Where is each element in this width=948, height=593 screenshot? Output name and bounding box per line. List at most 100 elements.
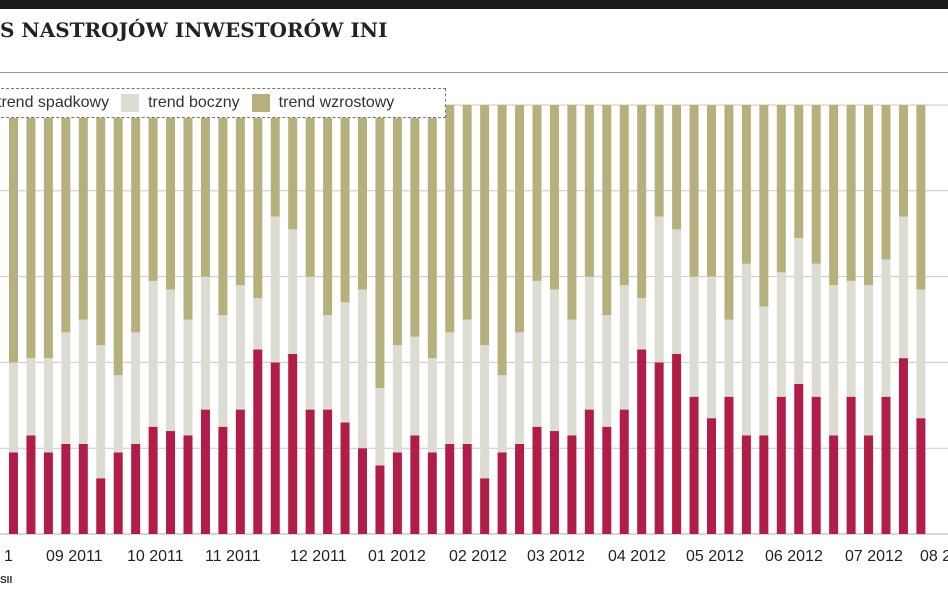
bar-boczny-31 bbox=[549, 289, 559, 432]
bar-boczny-26 bbox=[462, 319, 472, 444]
bar-boczny-20 bbox=[358, 289, 367, 449]
bar-spadkowy-48 bbox=[846, 396, 856, 534]
bar-spadkowy-37 bbox=[654, 362, 664, 534]
x-tick-label: 12 2011 bbox=[290, 548, 347, 565]
bar-wzrostowy-10 bbox=[183, 105, 193, 320]
bar-spadkowy-4 bbox=[78, 443, 88, 534]
bar-boczny-32 bbox=[567, 319, 577, 436]
bar-boczny-7 bbox=[131, 332, 141, 444]
source-note: SII bbox=[0, 575, 13, 586]
bar-spadkowy-9 bbox=[166, 431, 176, 534]
bar-wzrostowy-45 bbox=[794, 105, 804, 238]
bar-wzrostowy-8 bbox=[148, 105, 158, 281]
bar-spadkowy-7 bbox=[131, 443, 141, 534]
legend-label: trend boczny bbox=[148, 94, 240, 111]
bar-wzrostowy-41 bbox=[724, 105, 734, 320]
bar-spadkowy-50 bbox=[881, 396, 891, 534]
bar-boczny-22 bbox=[392, 345, 402, 453]
legend-item: trend wzrostowy bbox=[240, 94, 395, 112]
bar-spadkowy-8 bbox=[148, 426, 158, 534]
bar-wzrostowy-18 bbox=[323, 105, 333, 316]
bar-boczny-18 bbox=[323, 315, 333, 410]
bar-boczny-25 bbox=[445, 332, 455, 444]
bar-spadkowy-21 bbox=[375, 465, 385, 534]
chart-title: S NASTROJÓW INWESTORÓW INI bbox=[0, 18, 388, 42]
bar-wzrostowy-26 bbox=[462, 105, 472, 320]
bar-boczny-45 bbox=[794, 237, 804, 384]
bar-wzrostowy-16 bbox=[288, 105, 298, 230]
bar-spadkowy-5 bbox=[96, 478, 106, 534]
bar-boczny-42 bbox=[741, 263, 751, 436]
bar-boczny-51 bbox=[898, 216, 908, 359]
bar-spadkowy-39 bbox=[689, 396, 699, 534]
bar-wzrostowy-2 bbox=[43, 105, 53, 359]
bar-boczny-23 bbox=[410, 336, 420, 436]
bar-boczny-39 bbox=[689, 276, 699, 397]
bar-wzrostowy-36 bbox=[637, 105, 647, 299]
bar-boczny-12 bbox=[218, 315, 228, 427]
bar-boczny-0 bbox=[9, 362, 18, 453]
bar-spadkowy-6 bbox=[113, 452, 123, 534]
bar-spadkowy-20 bbox=[358, 448, 367, 534]
bar-wzrostowy-43 bbox=[759, 105, 769, 307]
bar-wzrostowy-15 bbox=[270, 105, 280, 217]
bar-wzrostowy-37 bbox=[654, 105, 664, 217]
bar-wzrostowy-51 bbox=[898, 105, 908, 217]
bar-boczny-15 bbox=[270, 216, 280, 363]
bar-spadkowy-13 bbox=[235, 409, 245, 534]
bar-wzrostowy-12 bbox=[218, 105, 228, 316]
bar-spadkowy-11 bbox=[200, 409, 210, 534]
bar-boczny-29 bbox=[515, 332, 525, 444]
bar-spadkowy-10 bbox=[183, 435, 193, 534]
bar-spadkowy-18 bbox=[323, 409, 333, 534]
bar-wzrostowy-0 bbox=[9, 105, 18, 363]
bar-wzrostowy-47 bbox=[829, 105, 839, 286]
bar-wzrostowy-21 bbox=[375, 105, 385, 389]
bar-spadkowy-51 bbox=[898, 358, 908, 534]
bar-wzrostowy-31 bbox=[549, 105, 559, 290]
bar-boczny-37 bbox=[654, 216, 664, 363]
bar-boczny-47 bbox=[829, 285, 839, 436]
bar-spadkowy-43 bbox=[759, 435, 769, 534]
bar-boczny-4 bbox=[78, 319, 88, 444]
x-tick-label: 11 2011 bbox=[205, 548, 261, 565]
bar-boczny-13 bbox=[235, 285, 245, 410]
bar-wzrostowy-40 bbox=[707, 105, 716, 277]
bar-boczny-6 bbox=[113, 375, 123, 453]
bar-boczny-5 bbox=[96, 345, 106, 479]
bar-spadkowy-12 bbox=[218, 426, 228, 534]
legend-label: trend spadkowy bbox=[0, 94, 110, 111]
x-tick-label: 1 bbox=[4, 548, 13, 565]
legend-label: trend wzrostowy bbox=[278, 94, 395, 111]
bar-spadkowy-28 bbox=[497, 452, 507, 534]
bar-boczny-30 bbox=[532, 280, 542, 427]
bar-boczny-33 bbox=[584, 276, 594, 410]
bar-boczny-19 bbox=[340, 302, 350, 423]
bar-wzrostowy-38 bbox=[672, 105, 682, 230]
bar-boczny-41 bbox=[724, 319, 734, 397]
bar-boczny-11 bbox=[200, 276, 210, 410]
bar-wzrostowy-33 bbox=[584, 105, 594, 277]
bar-spadkowy-23 bbox=[410, 435, 420, 534]
bar-wzrostowy-30 bbox=[532, 105, 542, 281]
bar-boczny-38 bbox=[672, 229, 682, 354]
legend-swatch bbox=[251, 94, 270, 112]
legend-item: trend spadkowy bbox=[0, 94, 109, 112]
x-tick-label: 02 2012 bbox=[449, 548, 507, 565]
bar-boczny-28 bbox=[497, 375, 507, 453]
bar-boczny-36 bbox=[637, 298, 647, 350]
bar-wzrostowy-24 bbox=[427, 105, 437, 359]
bar-boczny-27 bbox=[480, 345, 490, 479]
bar-spadkowy-24 bbox=[427, 452, 437, 534]
bar-spadkowy-32 bbox=[567, 435, 577, 534]
bar-wzrostowy-39 bbox=[689, 105, 699, 277]
bar-wzrostowy-23 bbox=[410, 105, 420, 337]
bar-wzrostowy-17 bbox=[305, 105, 315, 277]
bar-spadkowy-26 bbox=[462, 443, 472, 534]
x-tick-label: 07 2012 bbox=[845, 548, 903, 565]
x-tick-label: 03 2012 bbox=[527, 548, 585, 565]
bar-boczny-52 bbox=[916, 289, 926, 419]
bar-spadkowy-16 bbox=[288, 353, 298, 534]
bar-spadkowy-19 bbox=[340, 422, 350, 534]
